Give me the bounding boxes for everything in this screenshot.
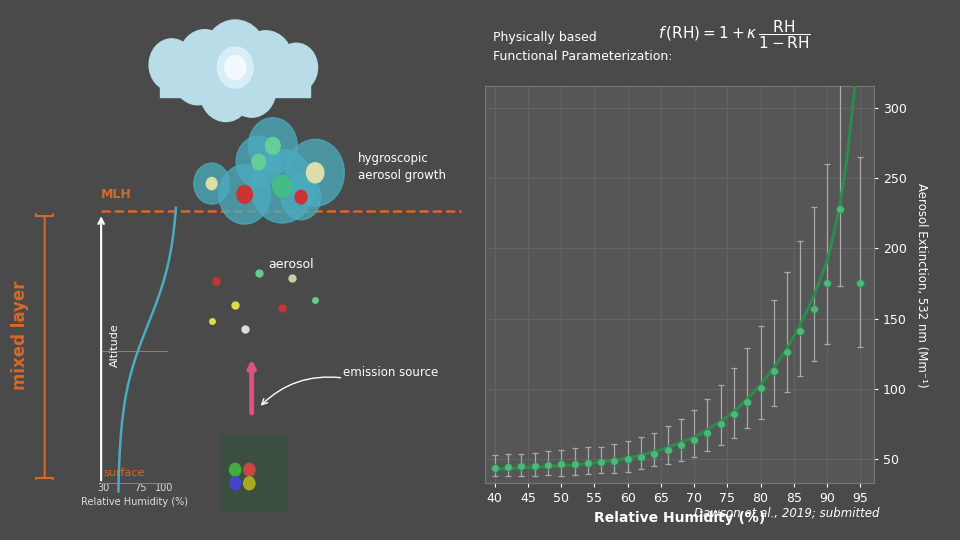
Text: Altitude: Altitude: [109, 323, 120, 368]
Circle shape: [238, 31, 293, 93]
Circle shape: [149, 39, 194, 91]
Circle shape: [306, 163, 324, 183]
Text: $f\,(\mathrm{RH}) = 1 + \kappa\,\dfrac{\mathrm{RH}}{1 - \mathrm{RH}}$: $f\,(\mathrm{RH}) = 1 + \kappa\,\dfrac{\…: [658, 19, 811, 51]
Text: Functional Parameterization:: Functional Parameterization:: [493, 50, 673, 63]
Circle shape: [194, 163, 229, 204]
Circle shape: [276, 43, 318, 92]
Circle shape: [249, 118, 298, 174]
Circle shape: [173, 49, 222, 105]
Circle shape: [281, 174, 321, 220]
Circle shape: [217, 47, 253, 88]
Text: 75: 75: [134, 483, 147, 494]
Circle shape: [229, 477, 241, 490]
Text: mixed layer: mixed layer: [11, 280, 29, 389]
Text: surface: surface: [104, 468, 145, 478]
Text: aerosol: aerosol: [268, 258, 314, 271]
Circle shape: [237, 49, 284, 103]
Circle shape: [244, 463, 255, 476]
Circle shape: [251, 150, 314, 223]
Circle shape: [200, 62, 252, 122]
Circle shape: [225, 56, 246, 79]
Circle shape: [252, 154, 266, 170]
Circle shape: [244, 477, 255, 490]
Circle shape: [206, 178, 217, 190]
Circle shape: [228, 61, 276, 117]
Bar: [160, 78, 310, 97]
Text: hygroscopic
aerosol growth: hygroscopic aerosol growth: [357, 152, 445, 183]
Text: MLH: MLH: [101, 188, 132, 201]
Circle shape: [219, 165, 271, 224]
Text: 30: 30: [97, 483, 109, 494]
Text: Relative Humidity (%): Relative Humidity (%): [81, 497, 187, 507]
Circle shape: [286, 139, 345, 206]
Circle shape: [204, 20, 267, 93]
Bar: [221, 435, 287, 510]
Text: emission source: emission source: [344, 366, 439, 379]
Circle shape: [236, 136, 281, 188]
Circle shape: [273, 176, 292, 197]
Text: Physically based: Physically based: [493, 31, 597, 44]
Text: 100: 100: [156, 483, 174, 494]
Circle shape: [203, 46, 258, 111]
Text: Dawson et al., 2019; submitted: Dawson et al., 2019; submitted: [694, 507, 880, 519]
Circle shape: [179, 30, 230, 89]
Circle shape: [266, 137, 280, 154]
Circle shape: [295, 190, 307, 204]
X-axis label: Relative Humidity (%): Relative Humidity (%): [593, 511, 765, 525]
Circle shape: [237, 185, 252, 203]
Circle shape: [229, 463, 241, 476]
Y-axis label: Aerosol Extinction, 532 nm (Mm⁻¹): Aerosol Extinction, 532 nm (Mm⁻¹): [915, 183, 927, 387]
